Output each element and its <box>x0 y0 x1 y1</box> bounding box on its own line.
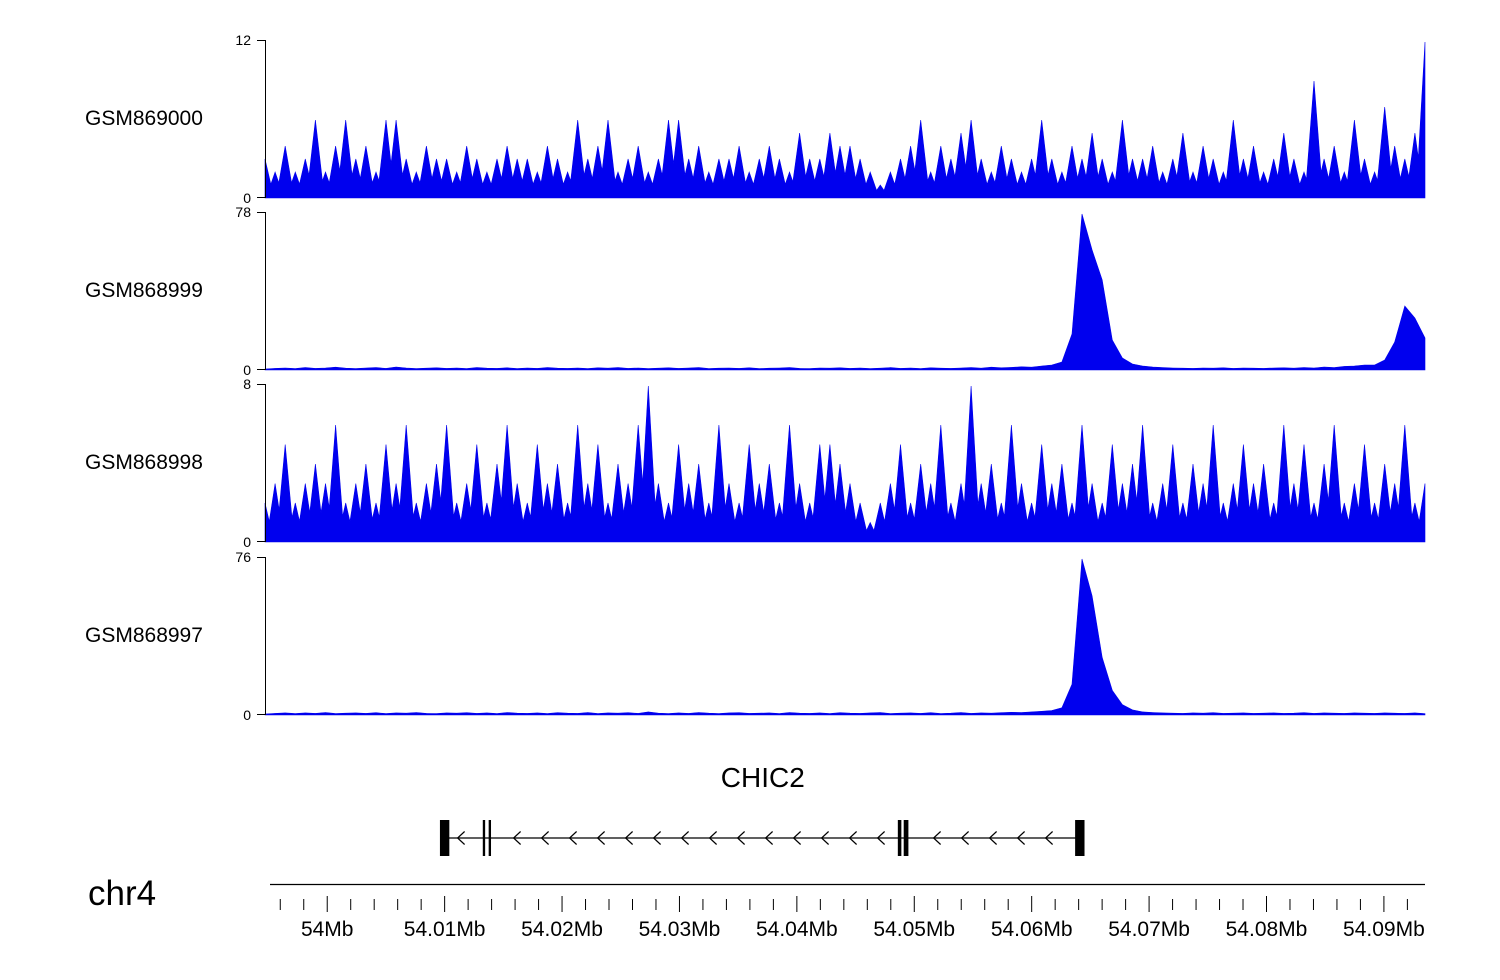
coverage-plot: 78 0 <box>235 204 1426 378</box>
axis-tick-label: 54.06Mb <box>991 918 1073 941</box>
axis-tick-label: 54.04Mb <box>756 918 838 941</box>
strand-arrow-left-icon <box>540 831 550 845</box>
strand-arrow-left-icon <box>876 831 886 845</box>
axis-tick-label: 54.03Mb <box>639 918 721 941</box>
coverage-plot: 12 0 <box>235 32 1426 206</box>
strand-arrow-left-icon <box>848 831 858 845</box>
axis-tick-label: 54.05Mb <box>873 918 955 941</box>
strand-arrow-left-icon <box>1016 831 1026 845</box>
exon-rect <box>897 820 902 856</box>
coverage-svg <box>257 384 1426 543</box>
y-axis-zero-label: 0 <box>243 190 251 206</box>
axis-tick-label: 54Mb <box>301 918 354 941</box>
strand-arrow-left-icon <box>652 831 662 845</box>
strand-arrow-left-icon <box>960 831 970 845</box>
data-track-2: GSM868999 78 0 <box>0 204 1500 378</box>
data-track-1: GSM869000 12 0 <box>0 32 1500 206</box>
strand-arrow-left-icon <box>568 831 578 845</box>
axis-tick-label: 54.01Mb <box>404 918 486 941</box>
strand-arrow-left-icon <box>512 831 522 845</box>
strand-arrow-left-icon <box>792 831 802 845</box>
exon-rect <box>488 820 492 856</box>
strand-arrow-left-icon <box>988 831 998 845</box>
coverage-plot: 8 0 <box>243 376 1426 550</box>
exon-rect <box>1075 820 1085 856</box>
exon-rect <box>482 820 486 856</box>
strand-arrow-left-icon <box>680 831 690 845</box>
chromosome-label: chr4 <box>88 874 157 913</box>
exon-rect <box>903 820 909 856</box>
track-label: GSM868997 <box>85 624 203 647</box>
gene-model-svg <box>439 820 1085 856</box>
coverage-area <box>264 213 1426 371</box>
exon-rect <box>439 820 450 856</box>
strand-arrow-left-icon <box>764 831 774 845</box>
strand-arrow-left-icon <box>1044 831 1054 845</box>
y-axis-max-label: 78 <box>235 204 251 220</box>
strand-arrow-left-icon <box>932 831 942 845</box>
strand-arrow-left-icon <box>736 831 746 845</box>
axis-tick-label: 54.02Mb <box>521 918 603 941</box>
strand-arrow-left-icon <box>596 831 606 845</box>
track-label: GSM868999 <box>85 279 203 302</box>
y-axis-max-label: 8 <box>243 376 251 392</box>
strand-arrow-left-icon <box>624 831 634 845</box>
strand-arrow-left-icon <box>708 831 718 845</box>
y-axis-zero-label: 0 <box>243 707 251 723</box>
axis-tick-label: 54.08Mb <box>1226 918 1308 941</box>
coverage-area <box>264 385 1426 543</box>
y-axis-max-label: 76 <box>235 549 251 565</box>
axis-tick-label: 54.09Mb <box>1343 918 1425 941</box>
track-label: GSM868998 <box>85 451 203 474</box>
y-axis-zero-label: 0 <box>243 534 251 550</box>
coverage-area <box>264 558 1426 716</box>
coverage-svg <box>257 212 1426 371</box>
strand-arrow-left-icon <box>820 831 830 845</box>
genome-axis-svg: 54Mb 54.01Mb 54.02Mb 54.03Mb 54.04Mb 54.05Mb 5… <box>270 883 1425 941</box>
coverage-area <box>264 41 1426 199</box>
coverage-plot: 76 0 <box>235 549 1426 723</box>
y-axis-max-label: 12 <box>235 32 251 48</box>
strand-arrow-left-icon <box>456 831 466 845</box>
data-track-3: GSM868998 8 0 <box>0 376 1500 550</box>
coverage-svg <box>257 40 1426 199</box>
coverage-svg <box>257 557 1426 716</box>
track-label: GSM869000 <box>85 107 203 130</box>
gene-name-label: CHIC2 <box>720 762 805 793</box>
y-axis-zero-label: 0 <box>243 362 251 378</box>
axis-tick-label: 54.07Mb <box>1108 918 1190 941</box>
data-track-4: GSM868997 76 0 <box>0 549 1500 723</box>
